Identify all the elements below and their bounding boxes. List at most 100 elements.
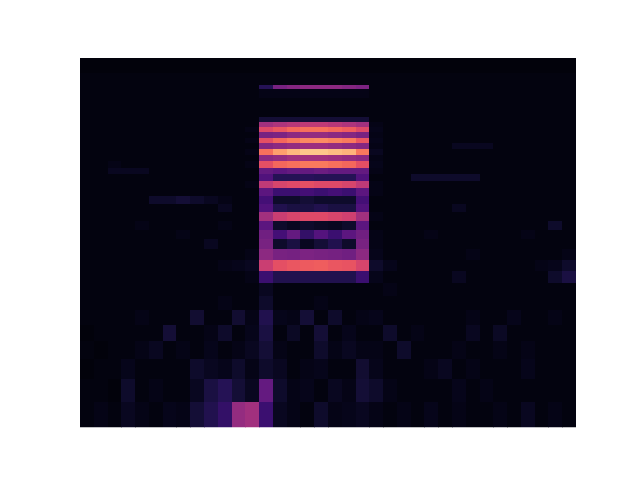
heatmap-cell: [411, 161, 425, 168]
heatmap-cell: [397, 401, 411, 427]
heatmap-cell: [369, 401, 383, 427]
heatmap-cell: [135, 271, 149, 284]
heatmap-cell: [535, 401, 549, 427]
heatmap-cell: [438, 295, 452, 309]
heatmap-cell: [369, 58, 383, 73]
heatmap-cell: [218, 220, 232, 230]
heatmap-cell: [273, 132, 287, 138]
heatmap-cell: [466, 97, 480, 107]
heatmap-cell: [424, 97, 438, 107]
heatmap-cell: [438, 229, 452, 239]
heatmap-cell: [176, 212, 190, 221]
heatmap-cell: [273, 137, 287, 143]
heatmap-cell: [176, 283, 190, 296]
heatmap-cell: [80, 341, 94, 360]
heatmap-cell: [562, 137, 576, 143]
heatmap-cell: [356, 72, 370, 85]
heatmap-cell: [121, 259, 135, 271]
heatmap-cell: [342, 126, 356, 132]
heatmap-cell: [328, 271, 342, 284]
heatmap-cell: [438, 239, 452, 250]
heatmap-cell: [300, 229, 314, 239]
heatmap-cell: [424, 239, 438, 250]
heatmap-cell: [452, 249, 466, 260]
heatmap-cell: [273, 126, 287, 132]
heatmap-cell: [80, 324, 94, 341]
heatmap-cell: [245, 295, 259, 309]
heatmap-cell: [342, 309, 356, 325]
heatmap-cell: [328, 167, 342, 174]
heatmap-cell: [328, 116, 342, 122]
heatmap-cell: [424, 295, 438, 309]
heatmap-cell: [507, 107, 521, 117]
heatmap-cell: [190, 239, 204, 250]
heatmap-cell: [383, 181, 397, 189]
heatmap-cell: [548, 220, 562, 230]
heatmap-cell: [232, 121, 246, 127]
heatmap-cell: [369, 84, 383, 89]
heatmap-cell: [94, 196, 108, 204]
heatmap-cell: [424, 359, 438, 380]
heatmap-cell: [383, 107, 397, 117]
heatmap-cell: [383, 341, 397, 360]
heatmap-cell: [204, 239, 218, 250]
heatmap-cell: [121, 203, 135, 212]
heatmap-cell: [176, 132, 190, 138]
heatmap-cell: [342, 196, 356, 204]
heatmap-cell: [369, 126, 383, 132]
heatmap-cell: [149, 161, 163, 168]
heatmap-cell: [452, 341, 466, 360]
heatmap-cell: [328, 196, 342, 204]
heatmap-cell: [204, 271, 218, 284]
heatmap-cell: [493, 167, 507, 174]
heatmap-cell: [287, 72, 301, 85]
heatmap-cell: [314, 174, 328, 181]
heatmap-cell: [521, 126, 535, 132]
heatmap-cell: [452, 72, 466, 85]
heatmap-cell: [369, 295, 383, 309]
heatmap-cell: [369, 249, 383, 260]
heatmap-cell: [163, 212, 177, 221]
heatmap-cell: [218, 174, 232, 181]
heatmap-cell: [493, 229, 507, 239]
heatmap-cell: [121, 84, 135, 89]
heatmap-cell: [108, 181, 122, 189]
heatmap-cell: [300, 379, 314, 402]
heatmap-cell: [135, 341, 149, 360]
heatmap-cell: [411, 341, 425, 360]
heatmap-cell: [314, 58, 328, 73]
heatmap-cell: [480, 143, 494, 149]
heatmap-cell: [411, 58, 425, 73]
heatmap-cell: [259, 155, 273, 162]
heatmap-cell: [369, 149, 383, 156]
heatmap-cell: [80, 309, 94, 325]
heatmap-cell: [466, 161, 480, 168]
heatmap-cell: [273, 283, 287, 296]
heatmap-cell: [94, 259, 108, 271]
heatmap-cell: [94, 174, 108, 181]
heatmap-cell: [493, 259, 507, 271]
heatmap-cell: [204, 196, 218, 204]
heatmap-cell: [149, 84, 163, 89]
heatmap-cell: [121, 107, 135, 117]
heatmap-cell: [383, 126, 397, 132]
heatmap-cell: [300, 121, 314, 127]
heatmap-cell: [493, 249, 507, 260]
heatmap-cell: [452, 155, 466, 162]
heatmap-cell: [521, 259, 535, 271]
heatmap-cell: [176, 161, 190, 168]
heatmap-cell: [300, 72, 314, 85]
heatmap-cell: [356, 132, 370, 138]
heatmap-cell: [314, 249, 328, 260]
heatmap-cell: [176, 167, 190, 174]
heatmap-cell: [245, 116, 259, 122]
heatmap-cell: [548, 188, 562, 196]
heatmap-cell: [369, 379, 383, 402]
heatmap-cell: [259, 249, 273, 260]
heatmap-cell: [342, 203, 356, 212]
heatmap-cell: [480, 203, 494, 212]
heatmap-cell: [259, 324, 273, 341]
heatmap-cell: [328, 89, 342, 98]
heatmap-cell: [176, 249, 190, 260]
heatmap-cell: [342, 116, 356, 122]
